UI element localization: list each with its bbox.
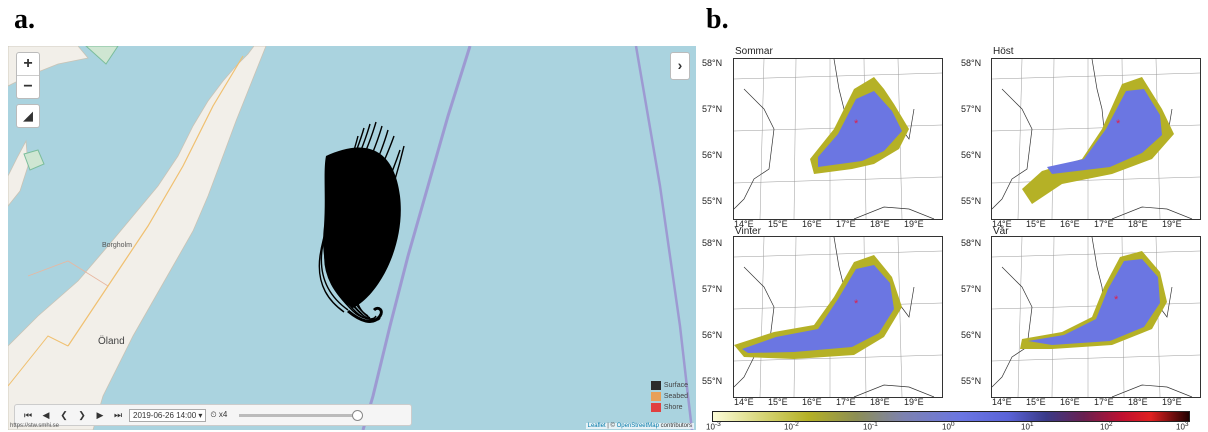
prev-icon[interactable]: ❮ [60, 409, 68, 420]
xtick: 19°E [1162, 219, 1182, 229]
xtick: 15°E [1026, 397, 1046, 407]
xtick: 14°E [734, 219, 754, 229]
step-back-icon[interactable]: ◀ [42, 409, 50, 420]
xtick: 19°E [904, 219, 924, 229]
xtick: 16°E [1060, 397, 1080, 407]
spread-core-vinter [742, 265, 894, 353]
xtick: 15°E [1026, 219, 1046, 229]
zoom-out-button[interactable]: − [23, 78, 33, 95]
colorbar-tick: 102 [1100, 421, 1113, 432]
release-site-marker: * [1116, 118, 1121, 130]
ytick: 55°N [702, 376, 723, 386]
ytick: 58°N [702, 238, 723, 248]
subplot-var: * [991, 236, 1201, 398]
colorbar-tick: 101 [1021, 421, 1034, 432]
xtick: 14°E [992, 397, 1012, 407]
ytick: 55°N [961, 376, 982, 386]
osm-link[interactable]: OpenStreetMap [616, 423, 659, 429]
oland-landmass [8, 46, 267, 430]
colorbar-tick: 10-2 [784, 421, 799, 432]
ytick: 57°N [702, 104, 723, 114]
ytick: 56°N [702, 330, 723, 340]
last-frame-icon[interactable]: ⏭ [113, 409, 123, 420]
xtick: 16°E [802, 219, 822, 229]
speed-indicator[interactable]: ⏲ x4 [210, 410, 228, 419]
time-slider[interactable] [239, 409, 364, 421]
release-site-marker: * [854, 118, 859, 130]
subplot-sommar: * [733, 58, 943, 220]
colorbar-tick: 10-3 [706, 421, 721, 432]
colorbar-tick: 103 [1176, 421, 1189, 432]
xtick: 19°E [904, 397, 924, 407]
xtick: 16°E [802, 397, 822, 407]
measure-button[interactable]: ◢ [16, 104, 40, 128]
place-label-oland: Öland [98, 336, 125, 347]
xtick: 14°E [992, 219, 1012, 229]
ruler-icon: ◢ [23, 108, 33, 123]
map-canvas [8, 46, 694, 430]
legend-item-seabed: Seabed [650, 392, 688, 401]
map-legend: Surface Seabed Shore [650, 379, 688, 412]
subplot-title-var: Vår [993, 226, 1009, 237]
subplot-title-vinter: Vinter [735, 226, 761, 237]
xtick: 17°E [1094, 219, 1114, 229]
legend-item-shore: Shore [650, 403, 688, 412]
ytick: 57°N [702, 284, 723, 294]
xtick: 18°E [870, 219, 890, 229]
xtick: 15°E [768, 397, 788, 407]
ytick: 58°N [961, 238, 982, 248]
spread-core-host [1047, 89, 1162, 174]
trajectory-map[interactable]: + − ◢ › Borgholm Öland Surface Seabed Sh… [8, 46, 696, 430]
ytick: 57°N [961, 104, 982, 114]
maritime-boundary [361, 46, 472, 430]
datetime-select[interactable]: 2019-06-26 14:00 ▾ [129, 408, 207, 422]
spread-core-var [1028, 259, 1160, 345]
xtick: 17°E [836, 219, 856, 229]
ytick: 58°N [702, 58, 723, 68]
zoom-control: + − [16, 52, 40, 99]
ytick: 55°N [961, 196, 982, 206]
subplot-host: * [991, 58, 1201, 220]
ytick: 57°N [961, 284, 982, 294]
subplot-title-host: Höst [993, 46, 1014, 57]
subplot-title-sommar: Sommar [735, 46, 773, 57]
first-frame-icon[interactable]: ⏮ [23, 409, 33, 420]
map-attribution: Leaflet | © OpenStreetMap contributors [585, 423, 694, 429]
xtick: 17°E [1094, 397, 1114, 407]
expand-panel-button[interactable]: › [670, 52, 690, 80]
ytick: 56°N [702, 150, 723, 160]
colorbar-tick: 100 [942, 421, 955, 432]
zoom-in-button[interactable]: + [17, 53, 39, 76]
time-slider-knob[interactable] [352, 409, 364, 421]
ytick: 58°N [961, 58, 982, 68]
xtick: 17°E [836, 397, 856, 407]
xtick: 18°E [1128, 397, 1148, 407]
panel-label-b: b. [706, 4, 729, 35]
leaflet-link[interactable]: Leaflet [587, 423, 606, 429]
ytick: 56°N [961, 150, 982, 160]
legend-item-surface: Surface [650, 381, 688, 390]
release-site-marker: * [854, 298, 859, 310]
source-url: https://stw.smhi.se [10, 423, 60, 429]
panel-label-a: a. [14, 4, 35, 35]
xtick: 14°E [734, 397, 754, 407]
play-icon[interactable]: ▶ [96, 409, 104, 420]
colorbar [712, 411, 1190, 422]
release-site-marker: * [1114, 294, 1119, 306]
time-control: ⏮ ◀ ❮ ❯ ▶ ⏭ 2019-06-26 14:00 ▾ ⏲ x4 [14, 404, 412, 426]
xtick: 16°E [1060, 219, 1080, 229]
speed-icon: ⏲ [210, 410, 217, 419]
subplot-vinter: * [733, 236, 943, 398]
spread-core-sommar [818, 91, 902, 167]
colorbar-tick: 10-1 [863, 421, 878, 432]
xtick: 18°E [1128, 219, 1148, 229]
next-icon[interactable]: ❯ [78, 409, 86, 420]
ytick: 55°N [702, 196, 723, 206]
chevron-right-icon: › [677, 57, 683, 73]
xtick: 15°E [768, 219, 788, 229]
xtick: 18°E [870, 397, 890, 407]
xtick: 19°E [1162, 397, 1182, 407]
place-label-borgholm: Borgholm [102, 242, 132, 249]
ytick: 56°N [961, 330, 982, 340]
